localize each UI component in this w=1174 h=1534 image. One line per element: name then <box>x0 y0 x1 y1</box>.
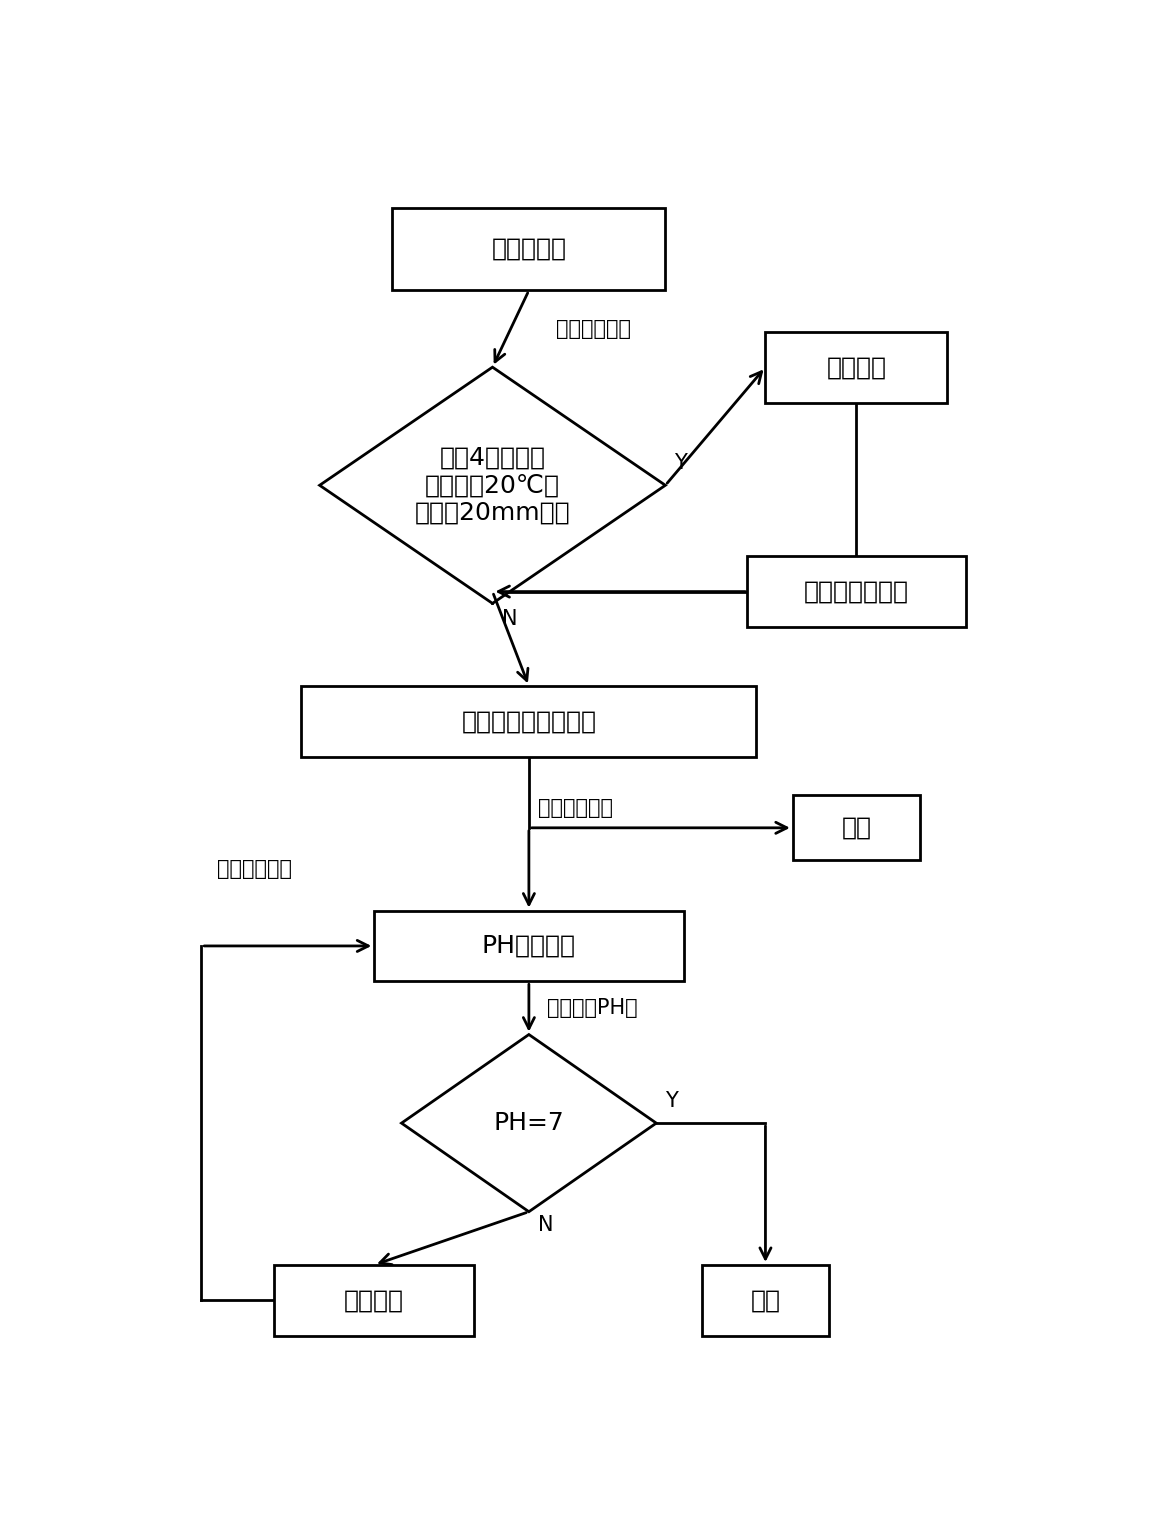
Text: 风力4级以上或
温度超过20℃或
有超过20mm降雨: 风力4级以上或 温度超过20℃或 有超过20mm降雨 <box>414 445 571 525</box>
Text: PH=7: PH=7 <box>493 1111 565 1135</box>
Text: 工业控制器: 工业控制器 <box>492 238 566 261</box>
Polygon shape <box>402 1034 656 1212</box>
Text: 冷凝产生的水: 冷凝产生的水 <box>217 859 292 879</box>
Bar <box>702 1266 829 1336</box>
Text: 空气冷凝器冷凝处理: 空气冷凝器冷凝处理 <box>461 710 596 733</box>
Text: 检测水的PH值: 检测水的PH值 <box>547 999 637 1019</box>
Text: 富含水汽的废气: 富含水汽的废气 <box>804 580 909 603</box>
Text: N: N <box>501 609 517 629</box>
Bar <box>792 795 920 861</box>
Text: Y: Y <box>675 454 687 474</box>
Bar <box>392 207 666 290</box>
Text: N: N <box>538 1215 553 1235</box>
Text: 排放: 排放 <box>750 1289 781 1312</box>
Text: 低含水量废气: 低含水量废气 <box>538 798 613 818</box>
Text: 获取天气信息: 获取天气信息 <box>556 319 632 339</box>
Polygon shape <box>319 367 666 603</box>
Text: Y: Y <box>666 1091 679 1111</box>
Bar <box>375 911 683 982</box>
Bar <box>765 331 947 402</box>
Bar <box>275 1266 474 1336</box>
Text: PH测量系统: PH测量系统 <box>481 934 576 957</box>
Bar <box>302 686 756 756</box>
Bar <box>748 557 966 627</box>
Text: 通入碱料: 通入碱料 <box>344 1289 404 1312</box>
Text: 直接排放: 直接排放 <box>826 356 886 379</box>
Text: 排放: 排放 <box>842 816 871 839</box>
